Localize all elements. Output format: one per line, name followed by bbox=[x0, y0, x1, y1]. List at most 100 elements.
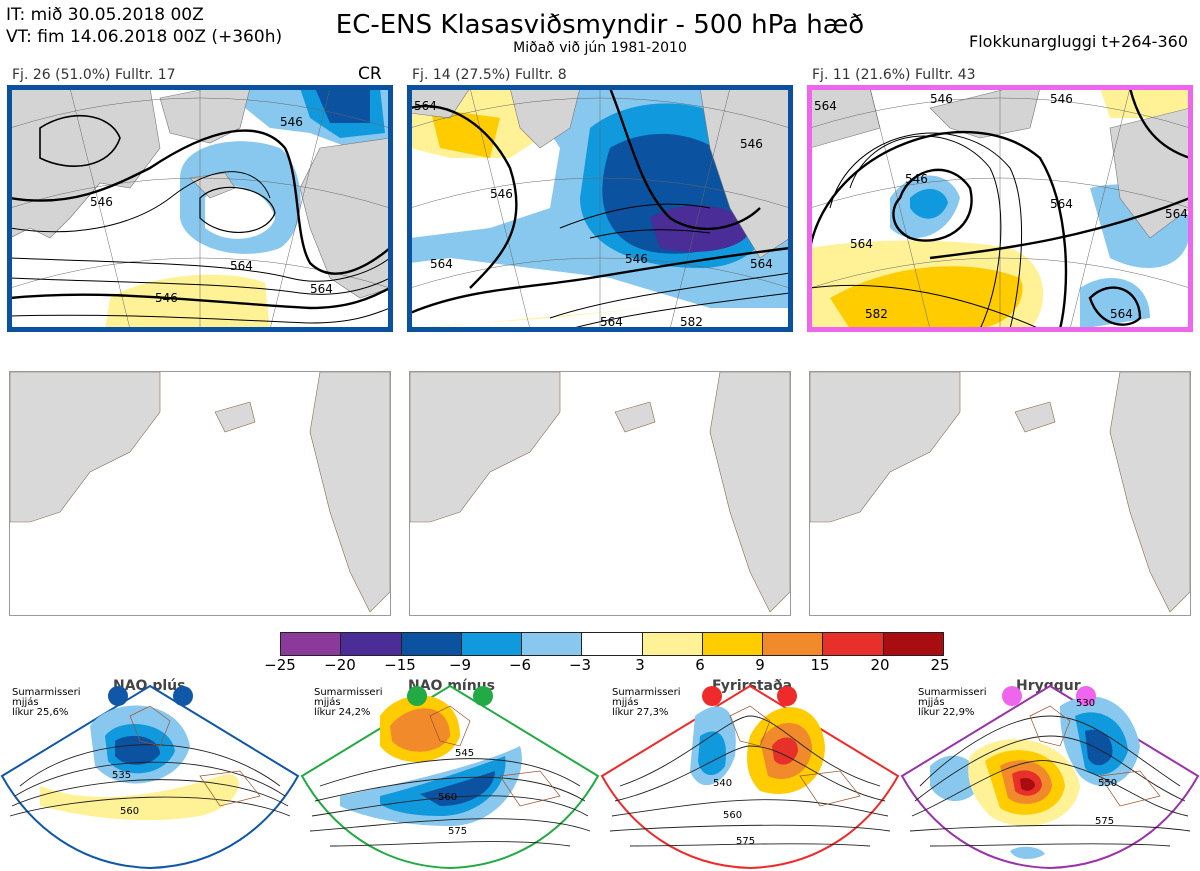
contour-label: 564 bbox=[414, 99, 437, 113]
regime-season: Sumarmisseri bbox=[314, 687, 383, 698]
regime-probability: líkur 24,2% bbox=[314, 707, 371, 718]
colorbar-tick: −3 bbox=[568, 656, 592, 674]
regime-nao-plus: Sumarmisseri mjjás líkur 25,6% NAO plús … bbox=[0, 676, 300, 871]
contour-label: 582 bbox=[680, 315, 703, 329]
regime-contour-label: 550 bbox=[1098, 778, 1117, 789]
regime-season: Sumarmisseri bbox=[612, 687, 681, 698]
regime-season: Sumarmisseri bbox=[918, 687, 987, 698]
regime-months: mjjás bbox=[12, 697, 39, 708]
colorbar-tick: −6 bbox=[508, 656, 532, 674]
cluster-2-map: 564 546 564 546 564 546 564 582 bbox=[410, 88, 790, 329]
contour-label: 546 bbox=[490, 187, 513, 201]
colorbar-swatch bbox=[642, 633, 703, 655]
colorbar-tick: 9 bbox=[755, 656, 765, 674]
regime-season-text: Sumarmisseri mjjás líkur 25,6% bbox=[12, 688, 80, 718]
contour-label: 546 bbox=[905, 172, 928, 186]
empty-map-2 bbox=[409, 371, 791, 616]
regime-season-text: Sumarmisseri mjjás líkur 22,9% bbox=[918, 688, 986, 718]
regime-map: 535 560 bbox=[0, 684, 300, 870]
regime-contour-label: 535 bbox=[112, 770, 131, 781]
page-title: EC-ENS Klasasviðsmyndir - 500 hPa hæð bbox=[335, 10, 865, 40]
colorbar-swatch bbox=[823, 633, 884, 655]
contour-label: 582 bbox=[865, 307, 888, 321]
cluster-1-label: Fj. 26 (51.0%) Fulltr. 17 bbox=[12, 67, 176, 83]
colorbar-swatch bbox=[702, 633, 764, 655]
cluster-3-map-svg: 564 546 546 564 564 582 564 546 564 bbox=[810, 88, 1190, 329]
contour-label: 546 bbox=[155, 291, 178, 305]
page-subtitle: Miðað við jún 1981-2010 bbox=[513, 40, 687, 56]
contour-label: 564 bbox=[814, 99, 837, 113]
contour-label: 564 bbox=[600, 315, 623, 329]
colorbar-tick: −20 bbox=[324, 656, 356, 674]
anomaly-colorbar bbox=[280, 632, 944, 656]
cluster-3-label: Fj. 11 (21.6%) Fulltr. 43 bbox=[812, 67, 976, 83]
regime-contour-label: 575 bbox=[736, 836, 755, 847]
contour-label: 546 bbox=[625, 252, 648, 266]
empty-map-3 bbox=[809, 371, 1191, 616]
regime-nao-minus: Sumarmisseri mjjás líkur 24,2% NAO mínus… bbox=[300, 676, 600, 871]
regime-contour-label: 540 bbox=[713, 778, 732, 789]
colorbar-swatch bbox=[763, 633, 824, 655]
contour-label: 546 bbox=[280, 115, 303, 129]
colorbar-tick: −15 bbox=[384, 656, 416, 674]
colorbar-swatch bbox=[281, 633, 342, 655]
colorbar-tick: 3 bbox=[635, 656, 645, 674]
regime-map: 530 550 575 bbox=[900, 684, 1200, 870]
colorbar-swatch bbox=[341, 633, 402, 655]
regime-contour-label: 575 bbox=[1095, 816, 1114, 827]
colorbar-swatch bbox=[582, 633, 643, 655]
regime-season-text: Sumarmisseri mjjás líkur 24,2% bbox=[314, 688, 382, 718]
colorbar-tick: 20 bbox=[870, 656, 890, 674]
regime-probability: líkur 25,6% bbox=[12, 707, 69, 718]
regime-contour-label: 560 bbox=[438, 792, 457, 803]
colorbar-swatch bbox=[522, 633, 583, 655]
contour-label: 564 bbox=[850, 237, 873, 251]
cluster-2-label: Fj. 14 (27.5%) Fulltr. 8 bbox=[412, 67, 567, 83]
contour-label: 546 bbox=[740, 137, 763, 151]
cluster-1-map-svg: 546 564 546 564 546 bbox=[10, 88, 390, 329]
contour-label: 564 bbox=[750, 257, 773, 271]
contour-label: 564 bbox=[230, 259, 253, 273]
empty-map-1 bbox=[9, 371, 391, 616]
colorbar-tick: −9 bbox=[448, 656, 472, 674]
regime-season: Sumarmisseri bbox=[12, 687, 81, 698]
regime-probability: líkur 27,3% bbox=[612, 707, 669, 718]
regime-name: Fyrirstaða bbox=[712, 678, 793, 694]
regime-season-text: Sumarmisseri mjjás líkur 27,3% bbox=[612, 688, 680, 718]
regime-contour-label: 575 bbox=[448, 826, 467, 837]
colorbar-tick: 6 bbox=[695, 656, 705, 674]
regime-contour-label: 530 bbox=[1076, 698, 1095, 709]
regime-contour-label: 560 bbox=[120, 806, 139, 817]
regime-map: 540 560 575 bbox=[600, 684, 900, 870]
valid-time: VT: fim 14.06.2018 00Z (+360h) bbox=[6, 27, 283, 47]
contour-label: 564 bbox=[1110, 307, 1133, 321]
regime-probability: líkur 22,9% bbox=[918, 707, 975, 718]
colorbar-swatch bbox=[461, 633, 523, 655]
cluster-1-map: 546 564 546 564 546 bbox=[10, 88, 390, 329]
issue-time-block: IT: mið 30.05.2018 00Z VT: fim 14.06.201… bbox=[6, 4, 282, 48]
contour-label: 564 bbox=[310, 282, 333, 296]
classification-window: Flokkunargluggi t+264-360 bbox=[969, 32, 1188, 51]
contour-label: 564 bbox=[1050, 197, 1073, 211]
contour-label: 564 bbox=[430, 257, 453, 271]
colorbar-swatch bbox=[401, 633, 462, 655]
colorbar-tick: 25 bbox=[930, 656, 950, 674]
contour-label: 546 bbox=[930, 92, 953, 106]
contour-label: 546 bbox=[1050, 92, 1073, 106]
regime-months: mjjás bbox=[314, 697, 341, 708]
regime-months: mjjás bbox=[612, 697, 639, 708]
colorbar-swatch bbox=[883, 633, 943, 655]
colorbar-tick: −25 bbox=[264, 656, 296, 674]
regime-months: mjjás bbox=[918, 697, 945, 708]
issue-time: IT: mið 30.05.2018 00Z bbox=[6, 5, 204, 25]
cluster-2-map-svg: 564 546 564 546 564 546 564 582 bbox=[410, 88, 790, 329]
regime-contour-label: 560 bbox=[723, 810, 742, 821]
contour-label: 564 bbox=[1165, 207, 1188, 221]
cluster-3-map: 564 546 546 564 564 582 564 546 564 bbox=[810, 88, 1190, 329]
contour-label: 546 bbox=[90, 195, 113, 209]
regime-contour-label: 545 bbox=[455, 748, 474, 759]
regime-map: 545 560 575 bbox=[300, 684, 600, 870]
regime-blocking: Sumarmisseri mjjás líkur 27,3% Fyrirstað… bbox=[600, 676, 900, 871]
cluster-1-cr: CR bbox=[358, 64, 382, 84]
regime-ridge: Sumarmisseri mjjás líkur 22,9% Hryggur 5… bbox=[900, 676, 1200, 871]
